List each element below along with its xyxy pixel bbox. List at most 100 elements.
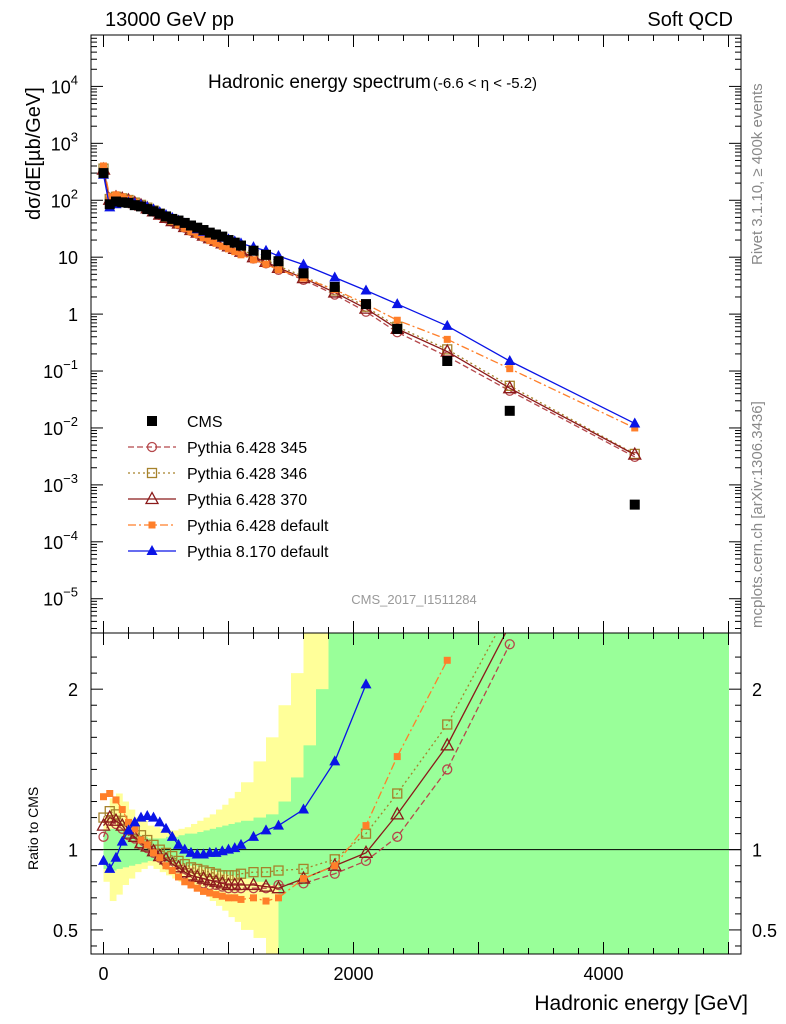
header-right: Soft QCD: [647, 9, 733, 31]
spectrum-point-p6def: [250, 256, 257, 264]
ratio-bands: [91, 633, 741, 954]
ratio-point-p6def: [168, 867, 176, 875]
spectrum-point-p6def: [225, 245, 232, 253]
spectrum-point-cms: [161, 211, 171, 222]
ratio-point-p6def: [125, 818, 132, 826]
ratio-point-p8: [179, 843, 191, 854]
spectrum-point-cms: [211, 229, 221, 240]
spectrum-series: [96, 161, 642, 510]
uncertainty-band-green-bin: [478, 633, 729, 954]
ratio-point-p370: [440, 737, 455, 751]
ratio-point-p370: [177, 864, 192, 878]
spectrum-point-cms: [179, 217, 190, 228]
ratio-point-p346: [442, 719, 453, 730]
legend-label-p8: Pythia 8.170 default: [187, 544, 329, 561]
spectrum-point-p6def: [193, 231, 201, 239]
spectrum-group: [96, 161, 642, 463]
ratio-point-p346: [104, 806, 115, 817]
spectrum-point-cms: [136, 201, 146, 212]
spectrum-point-cms: [123, 197, 134, 208]
ratio-y-tick-label-right: 1: [752, 841, 762, 861]
lower-frame: [90, 632, 742, 955]
ratio-point-p346: [204, 866, 215, 878]
uncertainty-band-green-bin: [366, 633, 392, 954]
ratio-point-p370: [171, 859, 186, 873]
ratio-point-p370: [358, 845, 374, 859]
ratio-point-p345: [248, 883, 259, 894]
spectrum-point-p6def: [262, 260, 270, 268]
spectrum-point-cms: [298, 268, 309, 279]
legend-label-p370: Pythia 6.428 370: [187, 492, 307, 509]
ratio-point-p345: [329, 868, 340, 879]
band-group: [91, 633, 741, 954]
ratio-point-p6def: [118, 806, 126, 814]
spectrum-point-p6def: [206, 237, 214, 245]
spectrum-point-cms: [111, 196, 121, 207]
y-tick-label: 10−5: [43, 585, 78, 610]
ratio-point-p6def: [225, 894, 232, 902]
uncertainty-band-green-bin: [441, 633, 479, 954]
spectrum-point-cms: [198, 225, 209, 236]
header-left: 13000 GeV pp: [105, 9, 234, 31]
ratio-point-p6def: [231, 894, 239, 902]
ratio-point-p370: [96, 817, 111, 831]
ratio-point-p345: [442, 764, 453, 775]
x-tick-label: 4000: [583, 964, 623, 984]
spectrum-point-cms: [442, 356, 453, 367]
legend-marker-p345: [146, 441, 158, 453]
ratio-point-p345: [98, 831, 109, 842]
ratio-point-p8: [248, 830, 259, 841]
ratio-point-p346: [248, 866, 259, 878]
ratio-point-p6def: [112, 796, 120, 804]
spectrum-point-cms: [361, 299, 371, 310]
uncertainty-band-green-bin: [341, 633, 354, 954]
ratio-point-p370: [196, 870, 211, 884]
ratio-point-p6def: [106, 790, 114, 797]
ratio-point-p346: [392, 788, 403, 799]
spectrum-line-p345: [102, 170, 636, 458]
spectrum-point-cms: [148, 206, 159, 217]
spectrum-point-p8: [629, 417, 641, 428]
spectrum-point-cms: [117, 197, 128, 208]
y-axis-label-upper: dσ/dE[µb/GeV]: [23, 87, 45, 220]
mcplots-label: mcplots.cern.ch [arXiv:1306.3436]: [749, 401, 766, 628]
spectrum-point-p6def: [631, 424, 639, 432]
spectrum-point-p8: [441, 319, 453, 330]
spectrum-point-p8: [360, 284, 372, 295]
plot-title-sub: (-6.6 < η < -5.2): [433, 75, 537, 92]
ratio-point-p8: [154, 816, 166, 827]
plot-title-main: Hadronic energy spectrum: [208, 72, 431, 93]
ratio-point-p370: [208, 873, 224, 887]
ratio-point-p6def: [331, 862, 339, 870]
ratio-point-p8: [329, 755, 341, 766]
ratio-point-p345: [360, 855, 372, 867]
ratio-point-p6def: [262, 897, 270, 905]
legend-marker-p6def: [148, 521, 156, 529]
spectrum-point-p6def: [187, 228, 195, 236]
ratio-point-p346: [229, 870, 240, 881]
plot-title: Hadronic energy spectrum (-6.6 < η < -5.2…: [208, 72, 537, 93]
spectrum-point-cms: [504, 405, 515, 416]
ratio-point-p346: [298, 863, 309, 875]
ratio-point-p370: [233, 877, 249, 891]
spectrum-point-cms: [261, 249, 271, 260]
uncertainty-band-green-bin: [278, 801, 292, 954]
legend-label-p346: Pythia 6.428 346: [187, 466, 307, 483]
ratio-point-p6def: [275, 894, 282, 902]
ratio-point-p370: [258, 878, 274, 892]
ratio-point-p6def: [150, 849, 157, 857]
legend-label-p345: Pythia 6.428 345: [187, 440, 307, 457]
spectrum-point-p6def: [506, 365, 514, 373]
ratio-point-p346: [217, 870, 228, 881]
ratio-point-p6def: [187, 881, 195, 889]
spectrum-point-cms: [273, 256, 284, 267]
ratio-point-p8: [229, 842, 241, 853]
ratio-point-p346: [505, 604, 514, 613]
spectrum-point-p6def: [237, 251, 245, 259]
legend-marker-cms: [147, 416, 157, 426]
y-tick-label: 10−3: [43, 471, 78, 496]
y-tick-label: 103: [51, 129, 78, 154]
ratio-y-tick-label-left: 0.5: [53, 921, 78, 941]
ratio-point-p8: [273, 819, 284, 830]
